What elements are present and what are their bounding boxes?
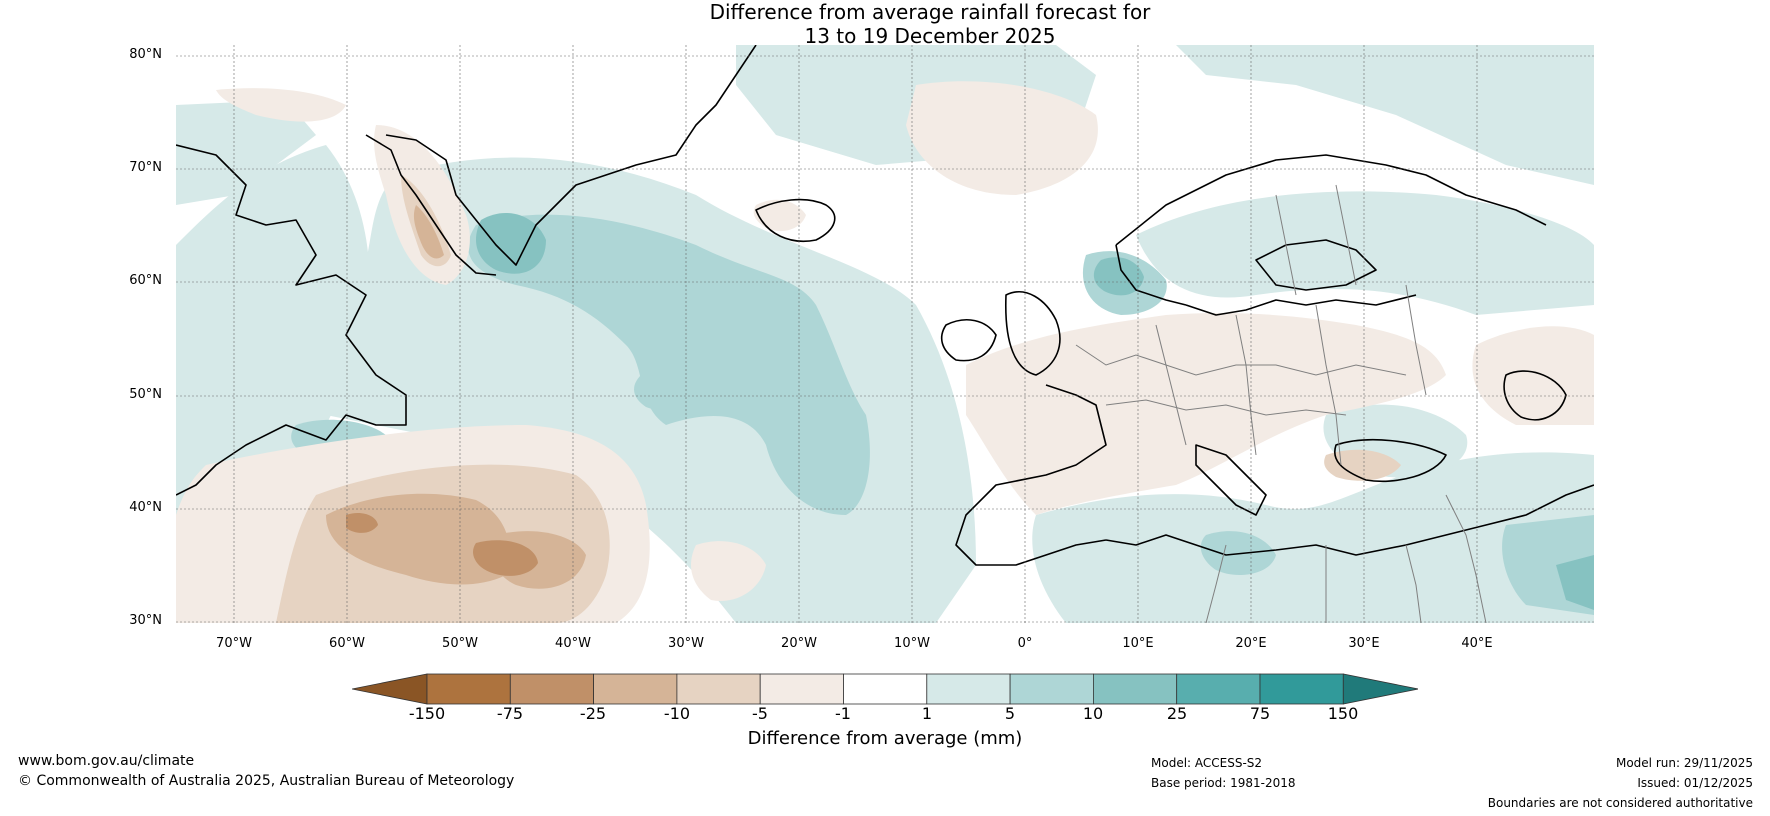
legend-tick: -1 bbox=[835, 704, 851, 723]
country-borders bbox=[1075, 184, 1487, 623]
lat-label-40n: 40°N bbox=[129, 500, 162, 515]
lon-label-20e: 20°E bbox=[1235, 636, 1267, 651]
legend-swatch bbox=[509, 673, 595, 705]
lon-label-10e: 10°E bbox=[1122, 636, 1154, 651]
lon-label-50w: 50°W bbox=[442, 636, 478, 651]
legend-swatch bbox=[1093, 673, 1178, 705]
model-run: Model run: 29/11/2025 bbox=[1615, 756, 1753, 770]
lon-label-40w: 40°W bbox=[555, 636, 591, 651]
legend-tick: -150 bbox=[408, 704, 446, 723]
legend-label: Difference from average (mm) bbox=[747, 728, 1023, 749]
legend-tick: -10 bbox=[663, 704, 691, 723]
lon-label-10w: 10°W bbox=[894, 636, 930, 651]
lat-label-80n: 80°N bbox=[129, 47, 162, 62]
legend-swatch-min-arrow bbox=[352, 673, 428, 705]
legend-swatch bbox=[1259, 673, 1344, 705]
website-link[interactable]: www.bom.gov.au/climate bbox=[18, 753, 195, 769]
graticule bbox=[176, 45, 1594, 623]
legend-tick: 25 bbox=[1166, 704, 1188, 723]
copyright-text: © Commonwealth of Australia 2025, Austra… bbox=[18, 773, 515, 789]
legend-swatch bbox=[843, 673, 928, 705]
lon-label-30w: 30°W bbox=[668, 636, 704, 651]
lon-label-0: 0° bbox=[1017, 636, 1033, 651]
disclaimer: Boundaries are not considered authoritat… bbox=[1487, 796, 1753, 810]
lon-label-70w: 70°W bbox=[216, 636, 252, 651]
map-title-line1: Difference from average rainfall forecas… bbox=[709, 0, 1151, 24]
legend-tick: 1 bbox=[921, 704, 933, 723]
lon-label-30e: 30°E bbox=[1348, 636, 1380, 651]
legend-swatch bbox=[926, 673, 1011, 705]
legend-swatch bbox=[1009, 673, 1094, 705]
lat-label-60n: 60°N bbox=[129, 273, 162, 288]
legend-tick: -25 bbox=[579, 704, 607, 723]
drier-area-dark bbox=[346, 513, 538, 576]
legend-tick: -75 bbox=[496, 704, 524, 723]
legend-swatch-max-arrow bbox=[1342, 673, 1418, 705]
lat-label-30n: 30°N bbox=[129, 613, 162, 628]
legend-swatches bbox=[352, 673, 1418, 705]
lat-label-50n: 50°N bbox=[129, 387, 162, 402]
legend-swatch bbox=[593, 673, 678, 705]
lat-label-70n: 70°N bbox=[129, 160, 162, 175]
model-name: Model: ACCESS-S2 bbox=[1151, 756, 1263, 770]
lon-label-20w: 20°W bbox=[781, 636, 817, 651]
lon-label-40e: 40°E bbox=[1461, 636, 1493, 651]
issued-date: Issued: 01/12/2025 bbox=[1637, 776, 1753, 790]
legend-swatch bbox=[759, 673, 844, 705]
map-canvas bbox=[176, 45, 1594, 623]
base-period: Base period: 1981-2018 bbox=[1151, 776, 1296, 790]
legend-tick: -5 bbox=[752, 704, 768, 723]
forecast-map bbox=[176, 45, 1594, 623]
map-title-line2: 13 to 19 December 2025 bbox=[804, 24, 1056, 48]
legend-tick: 10 bbox=[1082, 704, 1104, 723]
coastlines bbox=[176, 45, 1594, 566]
legend-tick: 5 bbox=[1004, 704, 1016, 723]
lon-label-60w: 60°W bbox=[329, 636, 365, 651]
legend-tick: 75 bbox=[1249, 704, 1271, 723]
legend-colorbar bbox=[352, 673, 1418, 705]
wetter-area-dark bbox=[476, 212, 1594, 610]
legend-swatch bbox=[1176, 673, 1261, 705]
legend-tick: 150 bbox=[1327, 704, 1359, 723]
legend-swatch bbox=[676, 673, 761, 705]
legend-swatch bbox=[426, 673, 511, 705]
map-title: Difference from average rainfall forecas… bbox=[0, 0, 1770, 48]
